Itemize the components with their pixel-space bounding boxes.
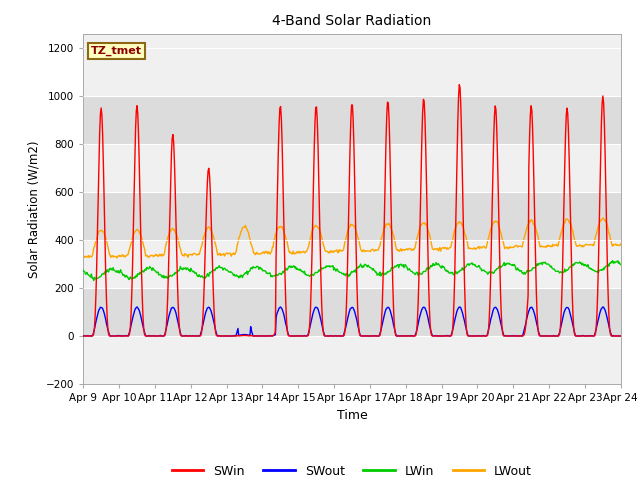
Text: TZ_tmet: TZ_tmet	[92, 46, 142, 56]
X-axis label: Time: Time	[337, 408, 367, 421]
Bar	[83, 288, 621, 336]
Bar	[83, 48, 621, 96]
Y-axis label: Solar Radiation (W/m2): Solar Radiation (W/m2)	[28, 140, 40, 277]
Bar	[83, 240, 621, 288]
Legend: SWin, SWout, LWin, LWout: SWin, SWout, LWin, LWout	[167, 460, 537, 480]
Bar	[83, 96, 621, 144]
Title: 4-Band Solar Radiation: 4-Band Solar Radiation	[273, 14, 431, 28]
Bar	[83, 144, 621, 192]
Bar	[83, 192, 621, 240]
Bar	[83, 336, 621, 384]
